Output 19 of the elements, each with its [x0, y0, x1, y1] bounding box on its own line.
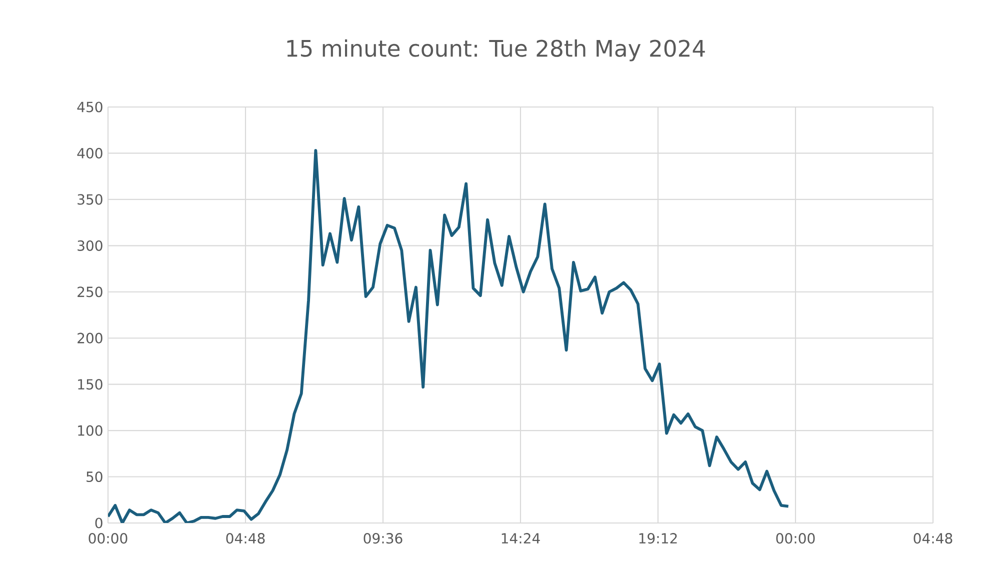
y-tick-label: 350: [78, 194, 102, 205]
chart-title: 15 minute count: Tue 28th May 2024: [287, 39, 705, 62]
line-series: [108, 148, 790, 523]
x-tick-label: 00:00: [776, 533, 815, 544]
x-tick-label: 04:48: [914, 533, 952, 544]
y-tick-label: 450: [77, 102, 102, 112]
x-tick-label: 04:48: [226, 533, 265, 544]
y-tick-label: 0: [95, 518, 102, 528]
x-tick-label: 09:36: [364, 533, 402, 544]
y-tick-label: 300: [78, 240, 102, 251]
y-tick-label: 250: [78, 286, 102, 298]
x-tick-label: 14:24: [502, 533, 540, 544]
y-tick-label: 100: [78, 425, 102, 436]
y-tick-label: 150: [78, 379, 102, 390]
y-tick-label: 200: [78, 332, 102, 344]
y-tick-label: 50: [86, 471, 102, 482]
y-tick-label: 400: [77, 148, 102, 158]
x-tick-label: 19:12: [639, 533, 677, 544]
x-tick-label: 00:00: [88, 533, 128, 544]
